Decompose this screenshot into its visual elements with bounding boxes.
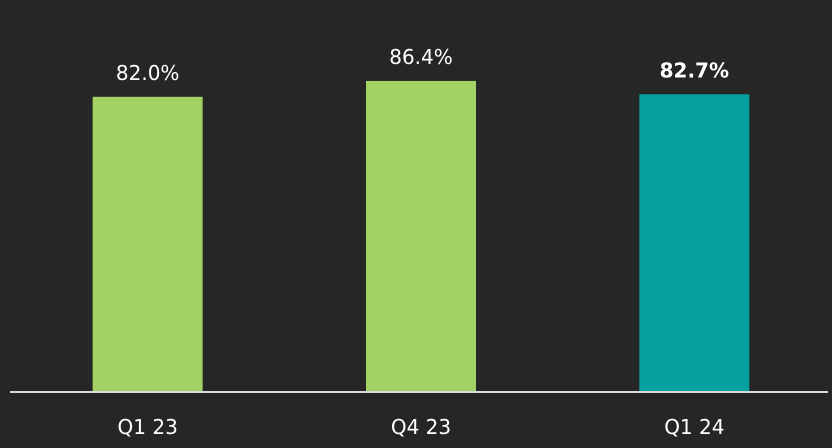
bars-layer [93, 81, 750, 392]
data-label: 82.0% [116, 61, 180, 85]
bar-q1-23 [93, 97, 203, 392]
x-tick-label: Q1 24 [664, 415, 724, 439]
data-label: 82.7% [660, 58, 729, 82]
x-tick-labels-layer: Q1 23 Q4 23 Q1 24 [118, 415, 725, 439]
data-labels-layer: 82.0% 86.4% 82.7% [116, 45, 729, 85]
bar-q1-24 [639, 94, 749, 392]
bar-q4-23 [366, 81, 476, 392]
data-label: 86.4% [389, 45, 453, 69]
x-tick-label: Q4 23 [391, 415, 451, 439]
x-tick-label: Q1 23 [118, 415, 178, 439]
